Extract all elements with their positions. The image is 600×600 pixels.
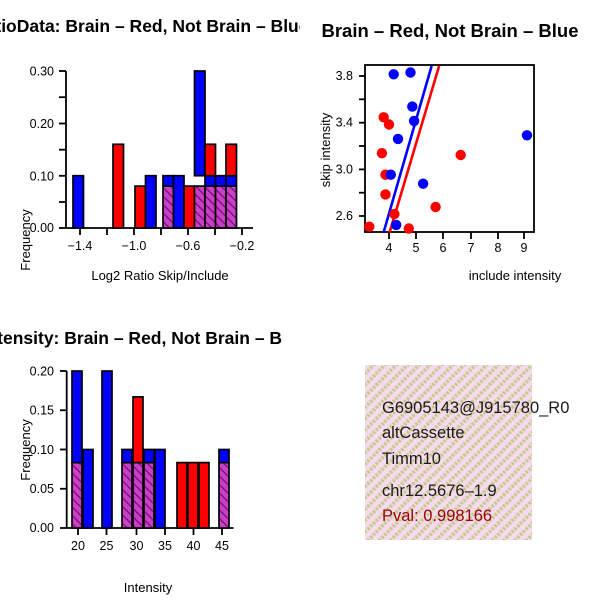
svg-text:8: 8 xyxy=(495,241,502,255)
svg-text:0.15: 0.15 xyxy=(30,404,54,418)
svg-text:4: 4 xyxy=(386,241,393,255)
svg-text:3.0: 3.0 xyxy=(336,162,353,176)
svg-text:Pval: 0.998166: Pval: 0.998166 xyxy=(382,507,492,525)
svg-text:altCassette: altCassette xyxy=(382,424,465,442)
svg-text:0.20: 0.20 xyxy=(30,365,54,379)
svg-text:30: 30 xyxy=(130,539,144,553)
svg-text:Frequency: Frequency xyxy=(18,209,33,271)
svg-text:0.10: 0.10 xyxy=(30,443,54,457)
svg-text:chr12.5676–1.9: chr12.5676–1.9 xyxy=(382,482,497,500)
svg-text:2.6: 2.6 xyxy=(336,209,353,223)
svg-text:5: 5 xyxy=(413,241,420,255)
svg-text:Intensity: Intensity xyxy=(124,580,173,595)
svg-text:0.30: 0.30 xyxy=(30,65,54,79)
svg-text:0.20: 0.20 xyxy=(30,117,54,131)
svg-text:Timm10: Timm10 xyxy=(382,450,441,468)
svg-text:35: 35 xyxy=(158,539,172,553)
svg-text:ne Itensity: Brain – Red, Not: ne Itensity: Brain – Red, Not Brain – B xyxy=(0,328,282,348)
svg-text:25: 25 xyxy=(100,539,114,553)
svg-text:40: 40 xyxy=(187,539,201,553)
svg-text:−1.0: −1.0 xyxy=(122,239,147,253)
svg-text:Brain – Red, Not Brain – Blue: Brain – Red, Not Brain – Blue xyxy=(322,20,579,41)
svg-text:0.00: 0.00 xyxy=(30,221,54,235)
svg-text:G6905143@J915780_R0: G6905143@J915780_R0 xyxy=(382,399,569,417)
svg-text:6: 6 xyxy=(440,241,447,255)
svg-text:skip intensity: skip intensity xyxy=(318,112,333,187)
svg-text:−0.2: −0.2 xyxy=(230,239,255,253)
svg-text:9: 9 xyxy=(521,241,528,255)
svg-text:Log2 Ratio Skip/Include: Log2 Ratio Skip/Include xyxy=(91,268,228,283)
svg-text:−0.6: −0.6 xyxy=(176,239,201,253)
svg-text:3.8: 3.8 xyxy=(336,69,353,83)
svg-text:RatioData: Brain – Red, Not Br: RatioData: Brain – Red, Not Brain – Blue xyxy=(0,16,300,36)
svg-text:0.00: 0.00 xyxy=(30,521,54,535)
svg-text:−1.4: −1.4 xyxy=(68,239,93,253)
svg-text:0.10: 0.10 xyxy=(30,169,54,183)
svg-text:45: 45 xyxy=(215,539,229,553)
svg-text:include intensity: include intensity xyxy=(469,268,562,283)
svg-text:0.05: 0.05 xyxy=(30,482,54,496)
svg-text:7: 7 xyxy=(468,241,475,255)
svg-text:3.4: 3.4 xyxy=(336,116,353,130)
svg-text:20: 20 xyxy=(71,539,85,553)
